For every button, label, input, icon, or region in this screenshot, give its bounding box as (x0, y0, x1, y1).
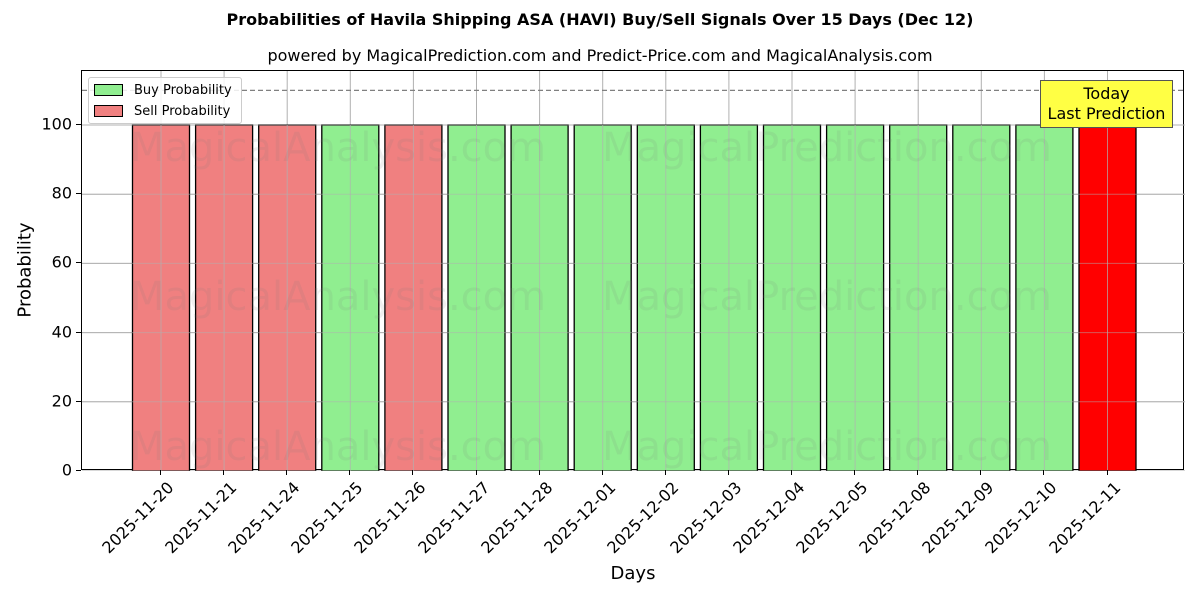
watermark-text: MagicalAnalysis.com (130, 274, 547, 320)
y-tick-label: 0 (61, 460, 72, 480)
today-annotation: Today Last Prediction (1040, 80, 1173, 128)
y-tick-mark (76, 124, 81, 125)
y-tick-mark (76, 400, 81, 402)
y-tick-label: 80 (51, 183, 72, 203)
x-tick-mark (1106, 470, 1108, 475)
y-tick-mark (76, 331, 81, 333)
y-tick-label: 100 (41, 114, 72, 134)
annotation-line-last-prediction: Last Prediction (1047, 104, 1166, 123)
legend: Buy Probability Sell Probability (88, 77, 242, 124)
x-axis-label: Days (610, 563, 656, 584)
x-tick-mark (854, 470, 856, 475)
x-tick-mark (286, 470, 288, 475)
x-tick-mark (223, 470, 225, 475)
x-tick-mark (1043, 470, 1045, 475)
x-tick-mark (475, 470, 477, 475)
watermark-text: MagicalPrediction.com (602, 424, 1052, 470)
x-tick-mark (727, 470, 729, 475)
y-tick-label: 20 (51, 391, 72, 411)
legend-swatch-sell (94, 105, 123, 117)
watermark-text: MagicalPrediction.com (602, 125, 1052, 171)
annotation-line-today: Today (1083, 84, 1130, 103)
x-tick-mark (791, 470, 792, 475)
watermark-text: MagicalPrediction.com (602, 274, 1052, 320)
plot-area (81, 70, 1185, 471)
watermark-text: MagicalAnalysis.com (130, 424, 547, 470)
legend-label-buy: Buy Probability (134, 82, 232, 98)
legend-swatch-buy (94, 84, 123, 96)
y-axis-label: Probability (14, 222, 36, 318)
y-tick-label: 40 (51, 322, 72, 342)
x-tick-mark (160, 470, 161, 475)
y-tick-mark (76, 193, 81, 195)
x-tick-mark (601, 470, 603, 475)
chart-subtitle: powered by MagicalPrediction.com and Pre… (267, 46, 933, 65)
legend-item-buy: Buy Probability (94, 82, 232, 98)
chart-title: Probabilities of Havila Shipping ASA (HA… (226, 10, 974, 29)
x-tick-mark (412, 470, 414, 475)
watermark-text: MagicalAnalysis.com (130, 125, 547, 171)
y-tick-mark (76, 262, 81, 264)
y-tick-label: 60 (51, 252, 72, 272)
legend-item-sell: Sell Probability (94, 103, 230, 119)
x-tick-mark (349, 470, 351, 475)
x-tick-mark (980, 470, 982, 475)
legend-label-sell: Sell Probability (134, 103, 231, 119)
y-tick-mark (76, 470, 81, 471)
bar-chart (82, 71, 1185, 471)
x-tick-mark (538, 470, 540, 475)
x-tick-mark (664, 470, 666, 475)
x-tick-mark (917, 470, 919, 475)
